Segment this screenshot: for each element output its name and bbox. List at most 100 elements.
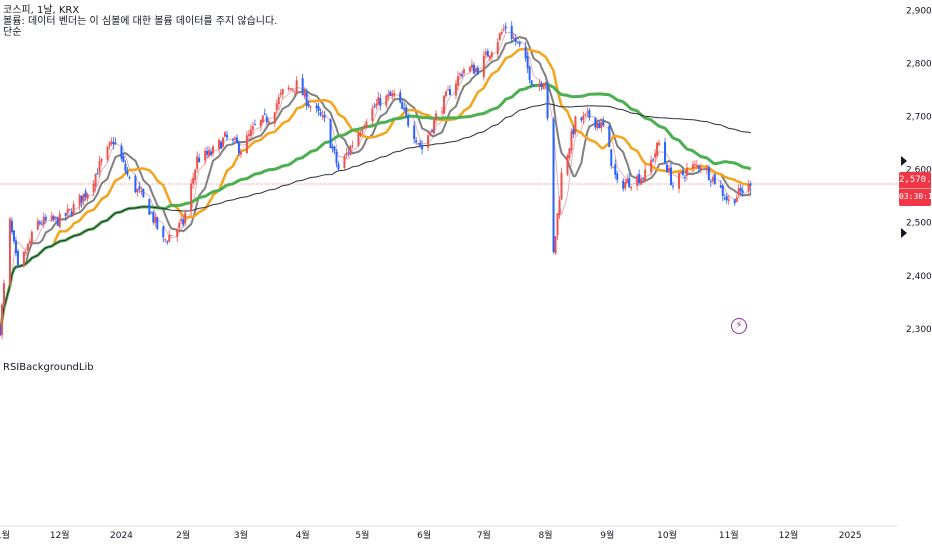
x-tick-label: 11월 (0, 529, 10, 541)
symbol-title[interactable]: 코스피, 1날, KRX (3, 5, 80, 16)
candle (162, 225, 165, 243)
candle (321, 110, 324, 121)
indicator-pane-label[interactable]: RSIBackgroundLib (3, 362, 94, 373)
candle (140, 186, 143, 196)
candle (413, 121, 416, 144)
candle (584, 113, 587, 117)
candle (180, 215, 183, 225)
volume-note: 볼륨: 데이터 벤더는 이 심볼에 대한 볼륨 데이터를 주지 않습니다. (3, 16, 278, 27)
candle (303, 87, 306, 100)
x-tick-label: 12월 (779, 529, 799, 541)
candle (616, 170, 619, 184)
bar-countdown: 03:30:16 (899, 188, 932, 205)
candle (652, 157, 655, 163)
candle (407, 114, 410, 129)
candle (614, 159, 617, 180)
candle (235, 134, 238, 144)
candle (486, 48, 489, 57)
y-tick-label: 2,900.00 (906, 7, 932, 17)
candle (737, 183, 740, 198)
candle (560, 167, 563, 201)
candle (435, 110, 438, 125)
candle (419, 139, 422, 149)
moving-averages (0, 31, 752, 336)
candle (178, 220, 181, 233)
candle (399, 89, 402, 104)
triangle-right-icon[interactable] (901, 228, 907, 238)
candle (456, 71, 459, 91)
x-tick-label: 12월 (50, 529, 70, 541)
lightning-icon[interactable]: ⚡ (731, 318, 747, 334)
candle (363, 124, 366, 130)
candle (293, 90, 296, 96)
last-price: 2,570.72 (899, 175, 932, 185)
candle (472, 62, 475, 74)
candle (596, 122, 599, 131)
candle (556, 213, 559, 241)
candle (231, 137, 234, 144)
candle (566, 153, 569, 177)
candle (307, 99, 310, 108)
y-axis: 2,300.00 2,400.00 2,500.00 2,600.00 2,700.00… (906, 7, 932, 335)
candle (70, 208, 73, 217)
candle (305, 88, 308, 110)
candle (542, 82, 545, 90)
candle (443, 94, 446, 114)
candle (28, 238, 31, 245)
candle (134, 174, 137, 194)
candle (668, 164, 671, 176)
candle (94, 173, 97, 192)
candle (666, 163, 669, 173)
candle (474, 66, 477, 74)
candle (247, 129, 250, 140)
candle (148, 198, 151, 215)
candle (10, 217, 13, 235)
candle (628, 172, 631, 188)
candle (582, 111, 585, 124)
candle (749, 181, 752, 196)
x-tick-label: 7월 (477, 529, 491, 541)
y-tick-label: 2,600.00 (906, 166, 932, 176)
candle (707, 164, 710, 181)
ma-5-line (0, 31, 752, 336)
candle (249, 124, 252, 139)
candle (112, 136, 115, 150)
candle (421, 140, 424, 155)
candle (470, 59, 473, 71)
candle (323, 111, 326, 123)
candle (727, 194, 730, 205)
candle (389, 90, 392, 97)
candle (496, 38, 499, 58)
candle (64, 212, 67, 221)
y-tick-label: 2,500.00 (906, 219, 932, 229)
candle (72, 200, 75, 217)
candle (357, 131, 360, 147)
candle (182, 216, 185, 228)
candle (14, 236, 17, 257)
legend-line3[interactable]: 단순 (3, 27, 22, 38)
candle (233, 135, 236, 144)
candle (351, 140, 354, 149)
candle (26, 243, 29, 252)
candle (98, 155, 101, 178)
triangle-right-icon[interactable] (901, 156, 907, 166)
candle (108, 141, 111, 150)
candle (695, 160, 698, 170)
candle (526, 51, 529, 74)
candle (122, 153, 125, 163)
candle (124, 160, 127, 174)
candle (721, 183, 724, 202)
candle (735, 194, 738, 203)
candle (642, 177, 645, 182)
candle (540, 80, 543, 91)
chart-legend: 코스피, 1날, KRX 볼륨: 데이터 벤더는 이 심볼에 대한 볼륨 데이터… (3, 5, 277, 38)
candle (572, 125, 575, 139)
x-tick-label: 6월 (417, 529, 431, 541)
candle (447, 85, 450, 91)
x-tick-label: 5월 (355, 529, 369, 541)
candle (586, 107, 589, 118)
candle (114, 137, 117, 145)
x-tick-label: 3월 (234, 529, 248, 541)
candle (512, 33, 515, 40)
